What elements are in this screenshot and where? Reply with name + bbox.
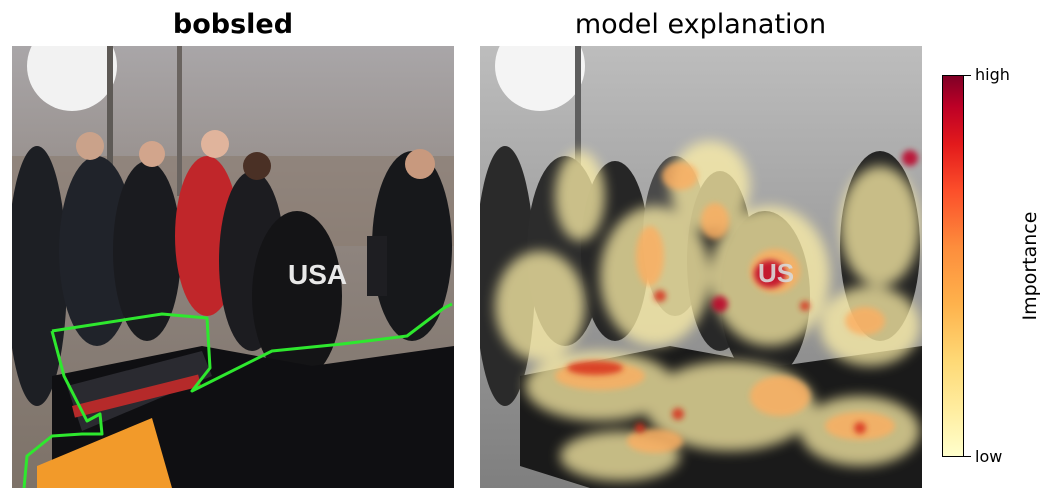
usa-jersey-text: USA bbox=[288, 259, 347, 290]
explanation-heatmap: US bbox=[480, 46, 922, 488]
left-panel-title: bobsled bbox=[172, 9, 294, 40]
colorbar-axis-label-text: Importance bbox=[1019, 211, 1041, 321]
bobsled-segmentation-outline bbox=[22, 302, 453, 488]
us-jersey-text: US bbox=[758, 258, 794, 288]
colorbar-tick-high bbox=[964, 75, 971, 76]
original-image: USA bbox=[12, 46, 454, 488]
right-panel-title: model explanation bbox=[574, 9, 827, 40]
colorbar-high-label: high bbox=[975, 65, 1010, 84]
importance-colorbar bbox=[942, 75, 964, 457]
heatmap-high-regions bbox=[567, 150, 918, 434]
colorbar-low-label: low bbox=[975, 447, 1003, 466]
colorbar-tick-low bbox=[964, 456, 971, 457]
